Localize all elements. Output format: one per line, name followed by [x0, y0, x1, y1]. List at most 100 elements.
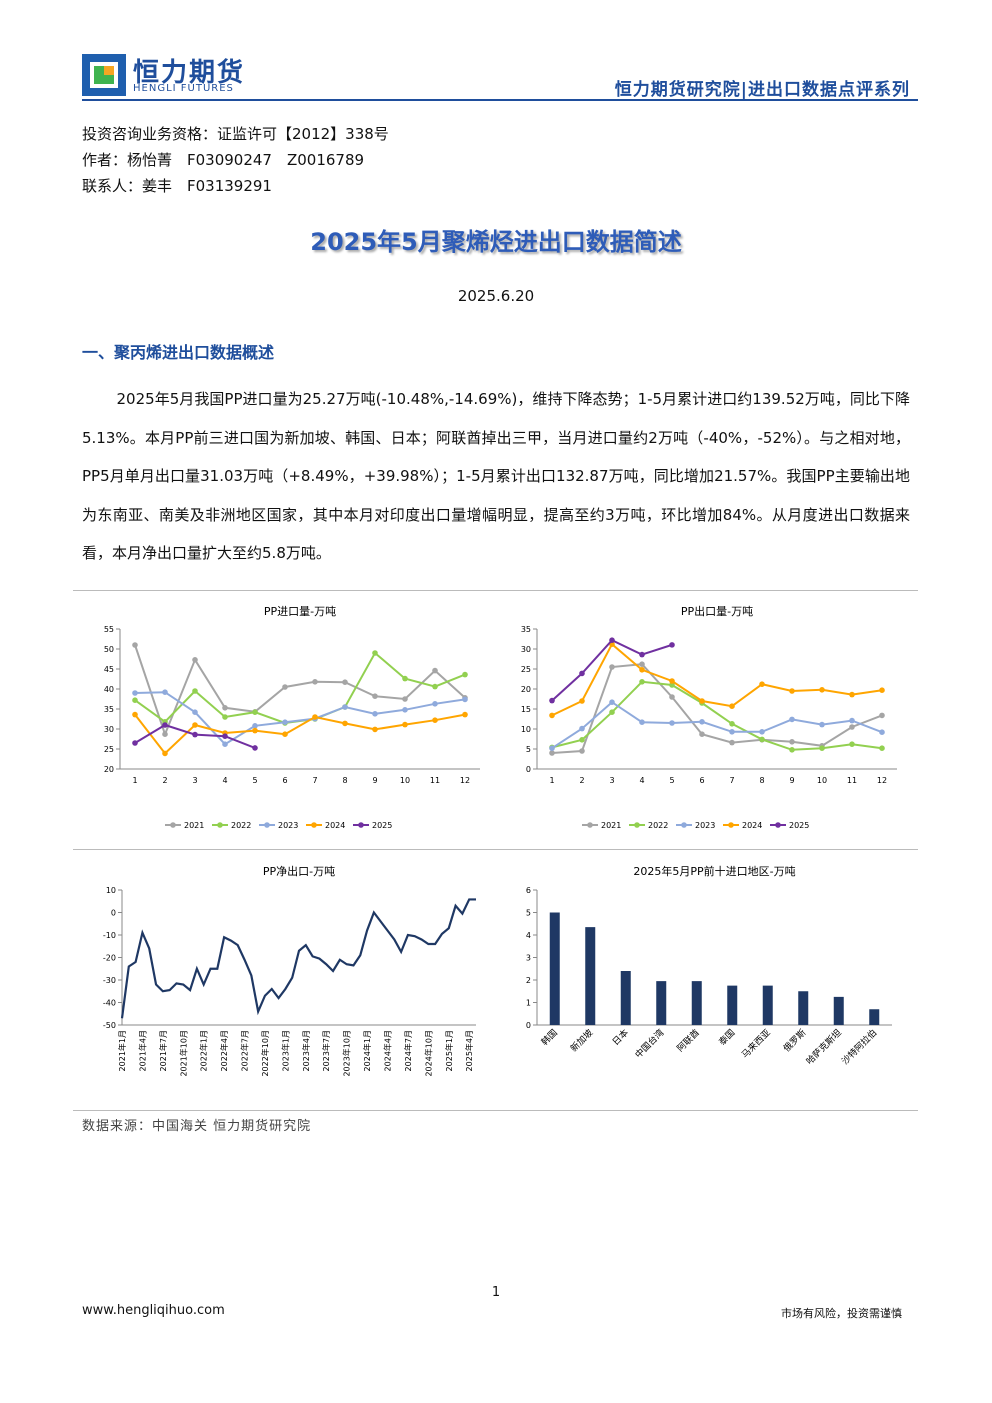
point	[849, 691, 855, 698]
chart-title: 2025年5月PP前十进口地区-万吨	[633, 864, 795, 878]
point	[432, 683, 438, 690]
point	[132, 711, 138, 718]
doc-date: 2025.6.20	[457, 287, 535, 305]
point	[282, 719, 288, 725]
point	[669, 682, 675, 688]
y-tick-label: 10	[106, 886, 116, 895]
legend-marker	[587, 822, 593, 828]
x-tick-label: 6	[282, 776, 287, 785]
series-line	[134, 691, 466, 746]
legend-marker	[634, 822, 640, 828]
point	[432, 717, 438, 723]
point	[879, 729, 885, 735]
point	[879, 745, 885, 751]
divider	[73, 849, 918, 850]
legend-label: 2021	[601, 821, 621, 830]
x-tick-label: 2023年1月	[280, 1030, 290, 1071]
legend-marker	[775, 822, 781, 828]
y-tick-label: 4	[526, 931, 531, 940]
x-tick-label: 2023年4月	[301, 1030, 311, 1071]
x-tick-label: 2021年1月	[117, 1030, 127, 1071]
x-tick-label: 2024年1月	[362, 1030, 372, 1071]
x-tick-label: 俄罗斯	[781, 1027, 809, 1055]
point	[639, 719, 645, 725]
x-tick-label: 中国台湾	[632, 1027, 666, 1061]
series-line	[551, 663, 883, 754]
x-tick-label: 新加坡	[568, 1027, 596, 1055]
point	[462, 696, 468, 703]
point	[699, 719, 705, 725]
point	[639, 661, 645, 667]
y-tick-label: 15	[521, 705, 531, 714]
series-line	[551, 680, 883, 751]
y-tick-label: 5	[526, 745, 531, 754]
y-tick-label: 30	[521, 645, 531, 654]
point	[729, 729, 735, 735]
point	[342, 720, 348, 727]
y-tick-label: 40	[104, 685, 114, 694]
point	[372, 693, 378, 699]
brand: 恒力期货	[133, 58, 246, 88]
x-tick-label: 1	[549, 776, 554, 785]
point	[549, 712, 555, 719]
point	[879, 712, 885, 719]
x-tick-label: 韩国	[539, 1027, 560, 1048]
x-tick-label: 2022年4月	[219, 1030, 229, 1071]
point	[699, 698, 705, 704]
x-tick-label: 9	[372, 776, 377, 785]
legend-marker	[170, 822, 176, 828]
x-tick-label: 沙特阿拉伯	[839, 1027, 879, 1067]
x-tick-label: 3	[192, 776, 197, 785]
point	[462, 711, 468, 718]
y-tick-label: 1	[526, 999, 531, 1008]
divider	[73, 1110, 918, 1111]
point	[819, 721, 825, 728]
y-tick-label: 0	[526, 765, 531, 774]
x-tick-label: 5	[669, 776, 674, 785]
point	[132, 740, 138, 746]
legend-marker	[728, 822, 734, 828]
x-tick-label: 日本	[610, 1027, 631, 1048]
point	[759, 729, 765, 735]
legend-marker	[358, 822, 364, 828]
point	[729, 721, 735, 727]
x-tick-label: 2024年4月	[383, 1030, 393, 1071]
point	[252, 745, 258, 751]
point	[789, 739, 795, 745]
point	[432, 667, 438, 674]
x-tick-label: 阿联酋	[674, 1027, 702, 1055]
series-line	[120, 898, 476, 1019]
point	[252, 723, 258, 729]
point	[132, 690, 138, 696]
point	[639, 651, 645, 658]
point	[669, 720, 675, 726]
x-tick-label: 哈萨克斯坦	[804, 1027, 844, 1067]
point	[162, 689, 168, 695]
point	[789, 747, 795, 753]
x-tick-label: 6	[699, 776, 704, 785]
x-tick-label: 4	[222, 776, 227, 785]
x-tick-label: 11	[847, 776, 857, 785]
legend-label: 2025	[789, 821, 809, 830]
series-line	[551, 638, 673, 702]
point	[579, 737, 585, 743]
header-rule	[82, 99, 918, 101]
point	[789, 716, 795, 723]
legend-marker	[217, 822, 223, 828]
point	[849, 724, 855, 730]
bar	[762, 985, 773, 1025]
point	[222, 705, 228, 711]
x-tick-label: 2022年1月	[199, 1030, 209, 1071]
chart-title: PP进口量-万吨	[264, 605, 336, 618]
x-tick-label: 2	[579, 776, 584, 785]
legend-label: 2024	[742, 821, 762, 830]
bar	[656, 981, 667, 1025]
point	[669, 678, 675, 684]
point	[252, 709, 258, 715]
point	[192, 731, 198, 738]
y-tick-label: 50	[104, 645, 114, 654]
y-tick-label: -10	[103, 931, 116, 940]
x-tick-label: 7	[729, 776, 734, 785]
